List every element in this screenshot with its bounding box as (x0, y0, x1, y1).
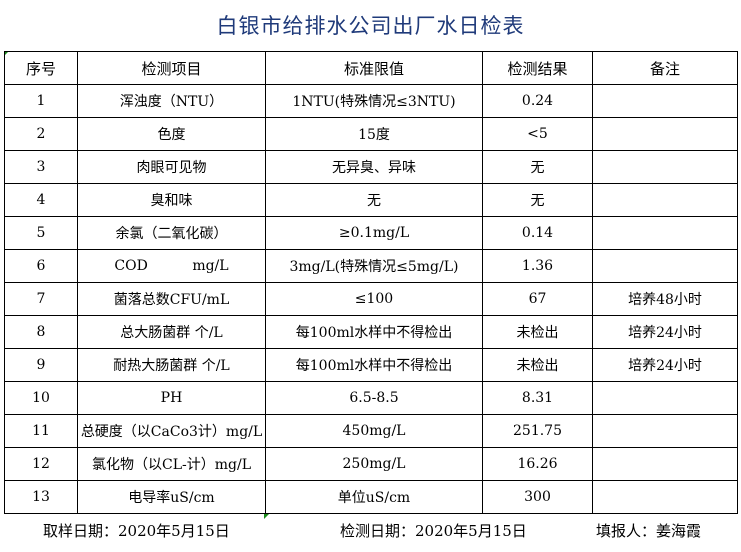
cell[interactable]: 10 (4, 381, 78, 415)
cell[interactable]: 培养24小时 (592, 315, 738, 349)
cell[interactable] (592, 183, 738, 217)
cell[interactable]: 251.75 (482, 414, 593, 448)
table-row: 8 总大肠菌群 个/L 每100ml水样中不得检出 未检出 培养24小时 (4, 315, 738, 349)
cell[interactable]: 标准限值 (265, 51, 483, 85)
cell[interactable]: 培养24小时 (592, 348, 738, 382)
cell[interactable]: 肉眼可见物 (77, 150, 266, 184)
cell[interactable] (592, 414, 738, 448)
table-row: 10 PH 6.5-8.5 8.31 (4, 381, 738, 415)
cell[interactable]: 电导率uS/cm (77, 480, 266, 514)
cell[interactable]: <5 (482, 117, 593, 151)
cell[interactable]: 7 (4, 282, 78, 316)
cell[interactable]: 15度 (265, 117, 483, 151)
test-date: 检测日期：2020年5月15日 (340, 522, 527, 540)
cell[interactable]: 2 (4, 117, 78, 151)
table-row: 3 肉眼可见物 无异臭、异味无 (4, 150, 738, 184)
cell[interactable]: 1 (4, 84, 78, 118)
cell[interactable]: 6.5-8.5 (265, 381, 483, 415)
cell[interactable]: 氯化物（以CL-计）mg/L (77, 447, 266, 481)
header-row: 序号 检测项目 标准限值 检测结果 备注 (4, 51, 738, 85)
cell[interactable]: 培养48小时 (592, 282, 738, 316)
cell[interactable]: 序号 (4, 51, 78, 85)
table-row: 1 浑浊度（NTU） 1NTU(特殊情况≤3NTU) 0.24 (4, 84, 738, 118)
cell[interactable]: 单位uS/cm (265, 480, 483, 514)
cell[interactable] (592, 150, 738, 184)
cell[interactable]: PH (77, 381, 266, 415)
cell[interactable] (592, 249, 738, 283)
cell[interactable]: 总硬度（以CaCo3计）mg/L (77, 414, 266, 448)
cell[interactable]: 每100ml水样中不得检出 (265, 315, 483, 349)
cell[interactable]: 16.26 (482, 447, 593, 481)
cell[interactable]: 3 (4, 150, 78, 184)
cell[interactable]: 总大肠菌群 个/L (77, 315, 266, 349)
cell[interactable]: 无 (265, 183, 483, 217)
cell[interactable]: 余氯（二氧化碳） (77, 216, 266, 250)
cell[interactable]: ≥0.1mg/L (265, 216, 483, 250)
cell[interactable]: 67 (482, 282, 593, 316)
cell[interactable]: 1.36 (482, 249, 593, 283)
table-row: 7 菌落总数CFU/mL ≤100 67 培养48小时 (4, 282, 738, 316)
inspection-table: 序号 检测项目 标准限值 检测结果 备注 1 浑浊度（NTU） 1NTU(特殊情况≤3NTU)… (4, 51, 738, 514)
cell[interactable]: 无 (482, 183, 593, 217)
cell[interactable]: 臭和味 (77, 183, 266, 217)
cell[interactable]: 无 (482, 150, 593, 184)
cell[interactable]: 检测结果 (482, 51, 593, 85)
table-row: 13 电导率uS/cm 单位uS/cm 300 (4, 480, 738, 514)
cell[interactable]: 1NTU(特殊情况≤3NTU) (265, 84, 483, 118)
cell[interactable] (592, 447, 738, 481)
cell[interactable]: 未检出 (482, 348, 593, 382)
table-row: 9 耐热大肠菌群 个/L 每100ml水样中不得检出 未检出 培养24小时 (4, 348, 738, 382)
cell[interactable] (592, 117, 738, 151)
cell[interactable] (592, 480, 738, 514)
sample-date: 取样日期：2020年5月15日 (43, 522, 230, 540)
cell[interactable]: 13 (4, 480, 78, 514)
page-title: 白银市给排水公司出厂水日检表 (216, 14, 525, 38)
cell[interactable] (592, 381, 738, 415)
cell[interactable]: 300 (482, 480, 593, 514)
cell[interactable]: 8.31 (482, 381, 593, 415)
cell[interactable]: 耐热大肠菌群 个/L (77, 348, 266, 382)
table-row: 6 COD mg/L 3mg/L(特殊情况≤5mg/L) 1.36 (4, 249, 738, 283)
cell[interactable]: 0.14 (482, 216, 593, 250)
cell[interactable]: 8 (4, 315, 78, 349)
cell[interactable]: 0.24 (482, 84, 593, 118)
table-row: 5 余氯（二氧化碳） ≥0.1mg/L 0.14 (4, 216, 738, 250)
cell-marker (264, 514, 269, 519)
cell[interactable]: 12 (4, 447, 78, 481)
cell[interactable]: 11 (4, 414, 78, 448)
cell[interactable]: 3mg/L(特殊情况≤5mg/L) (265, 249, 483, 283)
cell[interactable]: 菌落总数CFU/mL (77, 282, 266, 316)
cell[interactable]: 色度 (77, 117, 266, 151)
cell[interactable]: 无异臭、异味 (265, 150, 483, 184)
cell[interactable]: COD mg/L (77, 249, 266, 283)
reporter: 填报人：姜海霞 (596, 522, 702, 540)
cell[interactable]: 每100ml水样中不得检出 (265, 348, 483, 382)
cell[interactable]: 6 (4, 249, 78, 283)
table-row: 2 色度 15度 <5 (4, 117, 738, 151)
cell[interactable] (592, 216, 738, 250)
cell[interactable]: 450mg/L (265, 414, 483, 448)
cell[interactable]: 4 (4, 183, 78, 217)
cell[interactable]: 未检出 (482, 315, 593, 349)
cell[interactable]: 250mg/L (265, 447, 483, 481)
cell[interactable]: 浑浊度（NTU） (77, 84, 266, 118)
table-row: 4 臭和味无无 (4, 183, 738, 217)
cell[interactable]: 检测项目 (77, 51, 266, 85)
cell[interactable]: 5 (4, 216, 78, 250)
cell[interactable] (592, 84, 738, 118)
table-row: 12 氯化物（以CL-计）mg/L 250mg/L 16.26 (4, 447, 738, 481)
cell[interactable]: 9 (4, 348, 78, 382)
cell[interactable]: ≤100 (265, 282, 483, 316)
cell[interactable]: 备注 (592, 51, 738, 85)
table-row: 11 总硬度（以CaCo3计）mg/L 450mg/L 251.75 (4, 414, 738, 448)
